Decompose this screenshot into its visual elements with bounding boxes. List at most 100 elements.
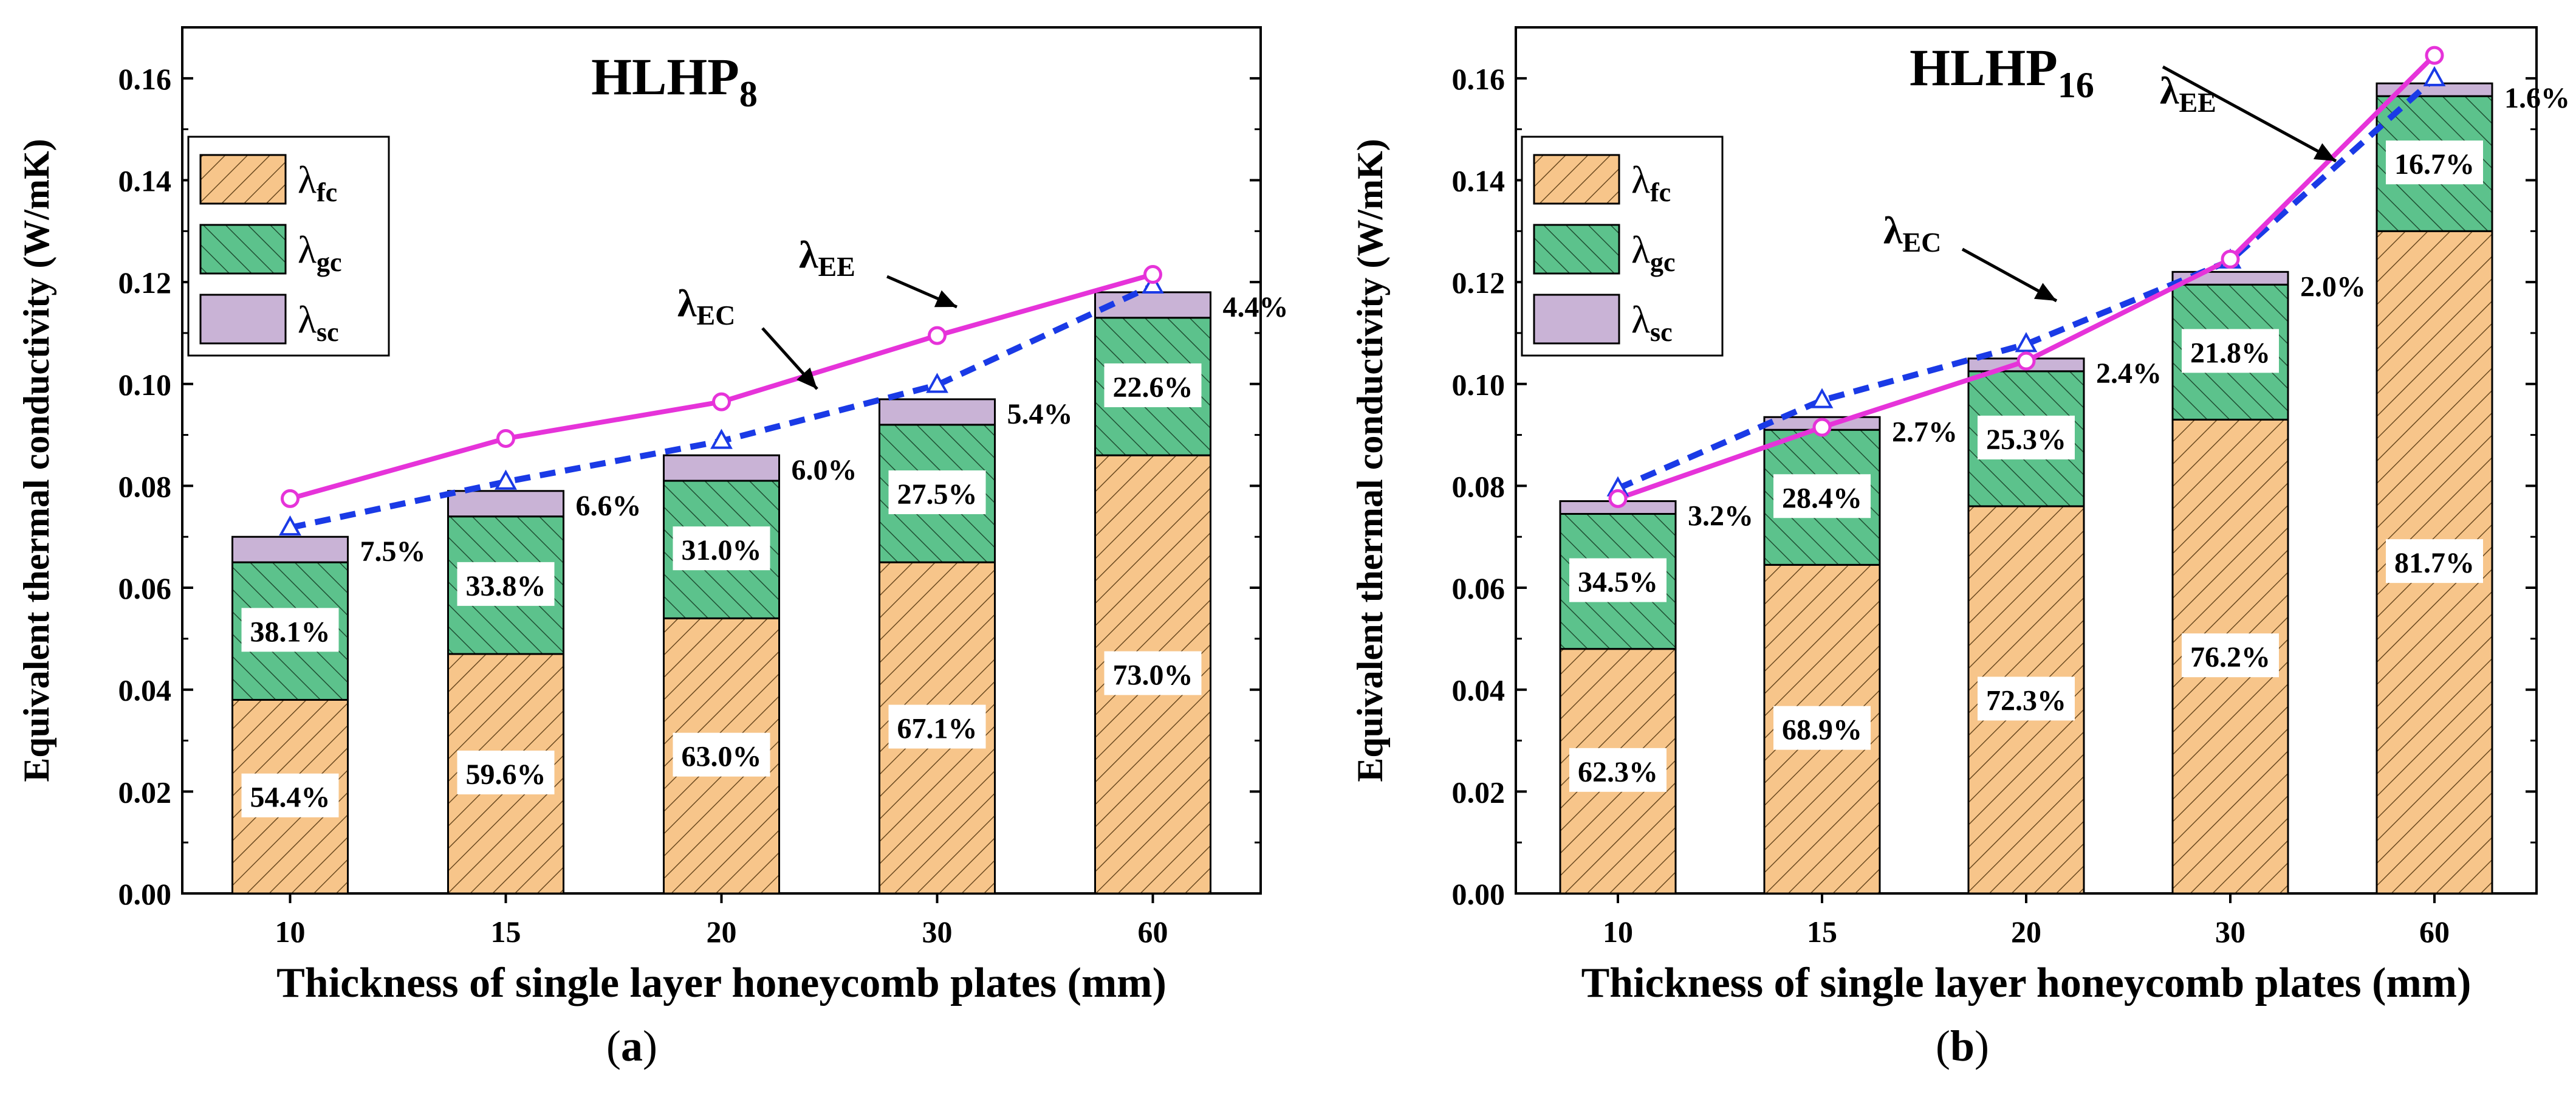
panel-caption: (b) [1936,1022,1989,1070]
marker-ec [710,428,733,449]
marker-ec [1810,388,1834,408]
caption-close: ) [1975,1022,1989,1070]
annotation-ee-subscript: EE [818,251,855,282]
legend-swatch-gc [1533,224,1620,275]
y-tick-label: 0.02 [118,775,172,809]
data-label: 72.3% [1986,684,2066,717]
marker-ee [712,392,731,411]
y-tick-label: 0.12 [118,266,172,300]
data-label-box [673,732,770,777]
annotation-ee-symbol: λ [799,233,818,276]
data-label: 67.1% [897,713,978,745]
x-tick-label: 20 [707,915,737,949]
data-label-box [1104,651,1202,695]
marker-ee [281,489,300,508]
data-label: 54.4% [250,782,331,814]
marker-ec [495,469,517,490]
y-tick-label: 0.14 [118,163,172,198]
y-tick-label: 0.06 [1452,571,1506,605]
y-tick-label: 0.04 [1452,673,1506,707]
bar-sc [447,490,564,518]
legend-swatch-fc [1533,154,1620,205]
annotation-ec-label: λEC [677,281,735,331]
annotation-ee-arrow-head [934,290,957,308]
x-tick-label: 60 [2419,915,2450,949]
data-label: 63.0% [682,741,762,773]
data-label-box [241,773,339,817]
y-tick-label: 0.08 [1452,469,1506,503]
y-tick-label: 0.10 [1452,368,1506,402]
data-label: 33.8% [466,570,546,602]
chart-title-main: HLHP [591,47,739,106]
annotation-ee-symbol: λ [2160,69,2179,112]
data-label-box [1773,474,1871,518]
marker-ee [2221,249,2240,269]
y-tick-label: 0.02 [1452,775,1506,809]
legend-symbol: λ [298,298,317,341]
annotation-ec-symbol: λ [677,281,697,325]
legend-subscript: gc [317,247,342,277]
legend-swatch-sc [199,294,287,345]
y-tick-label: 0.00 [1452,877,1506,911]
data-label: 16.7% [2394,148,2475,181]
legend-symbol: λ [1631,158,1650,201]
chart-title-sub: 8 [739,74,758,114]
annotation-ec-label: λEC [1883,208,1941,258]
data-label-box [2386,140,2483,185]
x-tick-label: 15 [1807,915,1837,949]
annotation-ec-subscript: EC [1902,227,1941,258]
legend-symbol: λ [1631,298,1650,341]
x-tick-label: 30 [2215,915,2245,949]
marker-ee [2016,351,2036,371]
legend-subscript: fc [317,177,337,207]
bar-sc [879,398,996,426]
data-label-box [1104,363,1202,407]
chart-title: HLHP8 [591,47,758,114]
legend-subscript: sc [1650,317,1673,347]
data-label: 34.5% [1578,566,1658,599]
y-axis-label: Equivalent thermal conductivity (W/mK) [16,139,57,782]
y-tick-label: 0.14 [1452,163,1506,198]
panel-caption: (a) [606,1022,657,1070]
annotation-ec-subscript: EC [696,300,735,331]
y-tick-label: 0.16 [1452,62,1506,96]
caption-open: ( [1936,1022,1950,1070]
data-label-sc: 2.0% [2300,270,2366,303]
chart-title-sub: 16 [2058,65,2094,105]
data-label-box [1978,676,2075,721]
annotation-ec-symbol: λ [1883,208,1903,252]
y-axis-label: Equivalent thermal conductivity (W/mK) [1350,139,1390,782]
data-label: 27.5% [897,478,978,511]
annotation-ee-arrow-head [2313,143,2336,161]
legend-label-sc: λsc [298,298,339,347]
y-tick-label: 0.12 [1452,266,1506,300]
data-label-box [1569,748,1667,792]
y-tick-label: 0.08 [118,469,172,503]
annotation-ec-arrow-head [2033,283,2057,301]
data-label-sc: 3.2% [1688,500,1753,532]
marker-ec [2015,332,2038,353]
y-tick-label: 0.00 [118,877,172,911]
marker-ec [1142,273,1164,294]
marker-ee [1608,489,1628,508]
data-label: 68.9% [1782,714,1862,746]
bar-sc [231,535,349,563]
data-label-box [888,704,986,749]
legend-label-fc: λfc [1631,158,1671,207]
data-label-box [2182,329,2279,373]
data-label-box [888,470,986,514]
bar-sc [663,454,780,482]
data-label: 25.3% [1986,424,2066,456]
data-label: 21.8% [2190,337,2270,369]
data-label-box [1773,706,1871,750]
x-axis-label: Thickness of single layer honeycomb plat… [276,960,1166,1006]
marker-ec [926,373,948,393]
data-label-sc: 4.4% [1223,291,1289,323]
data-label-box [2182,633,2279,678]
legend-symbol: λ [1631,228,1650,271]
annotation-ee-arrow-line [2162,65,2337,163]
x-tick-label: 15 [491,915,521,949]
data-label: 59.6% [466,759,546,791]
